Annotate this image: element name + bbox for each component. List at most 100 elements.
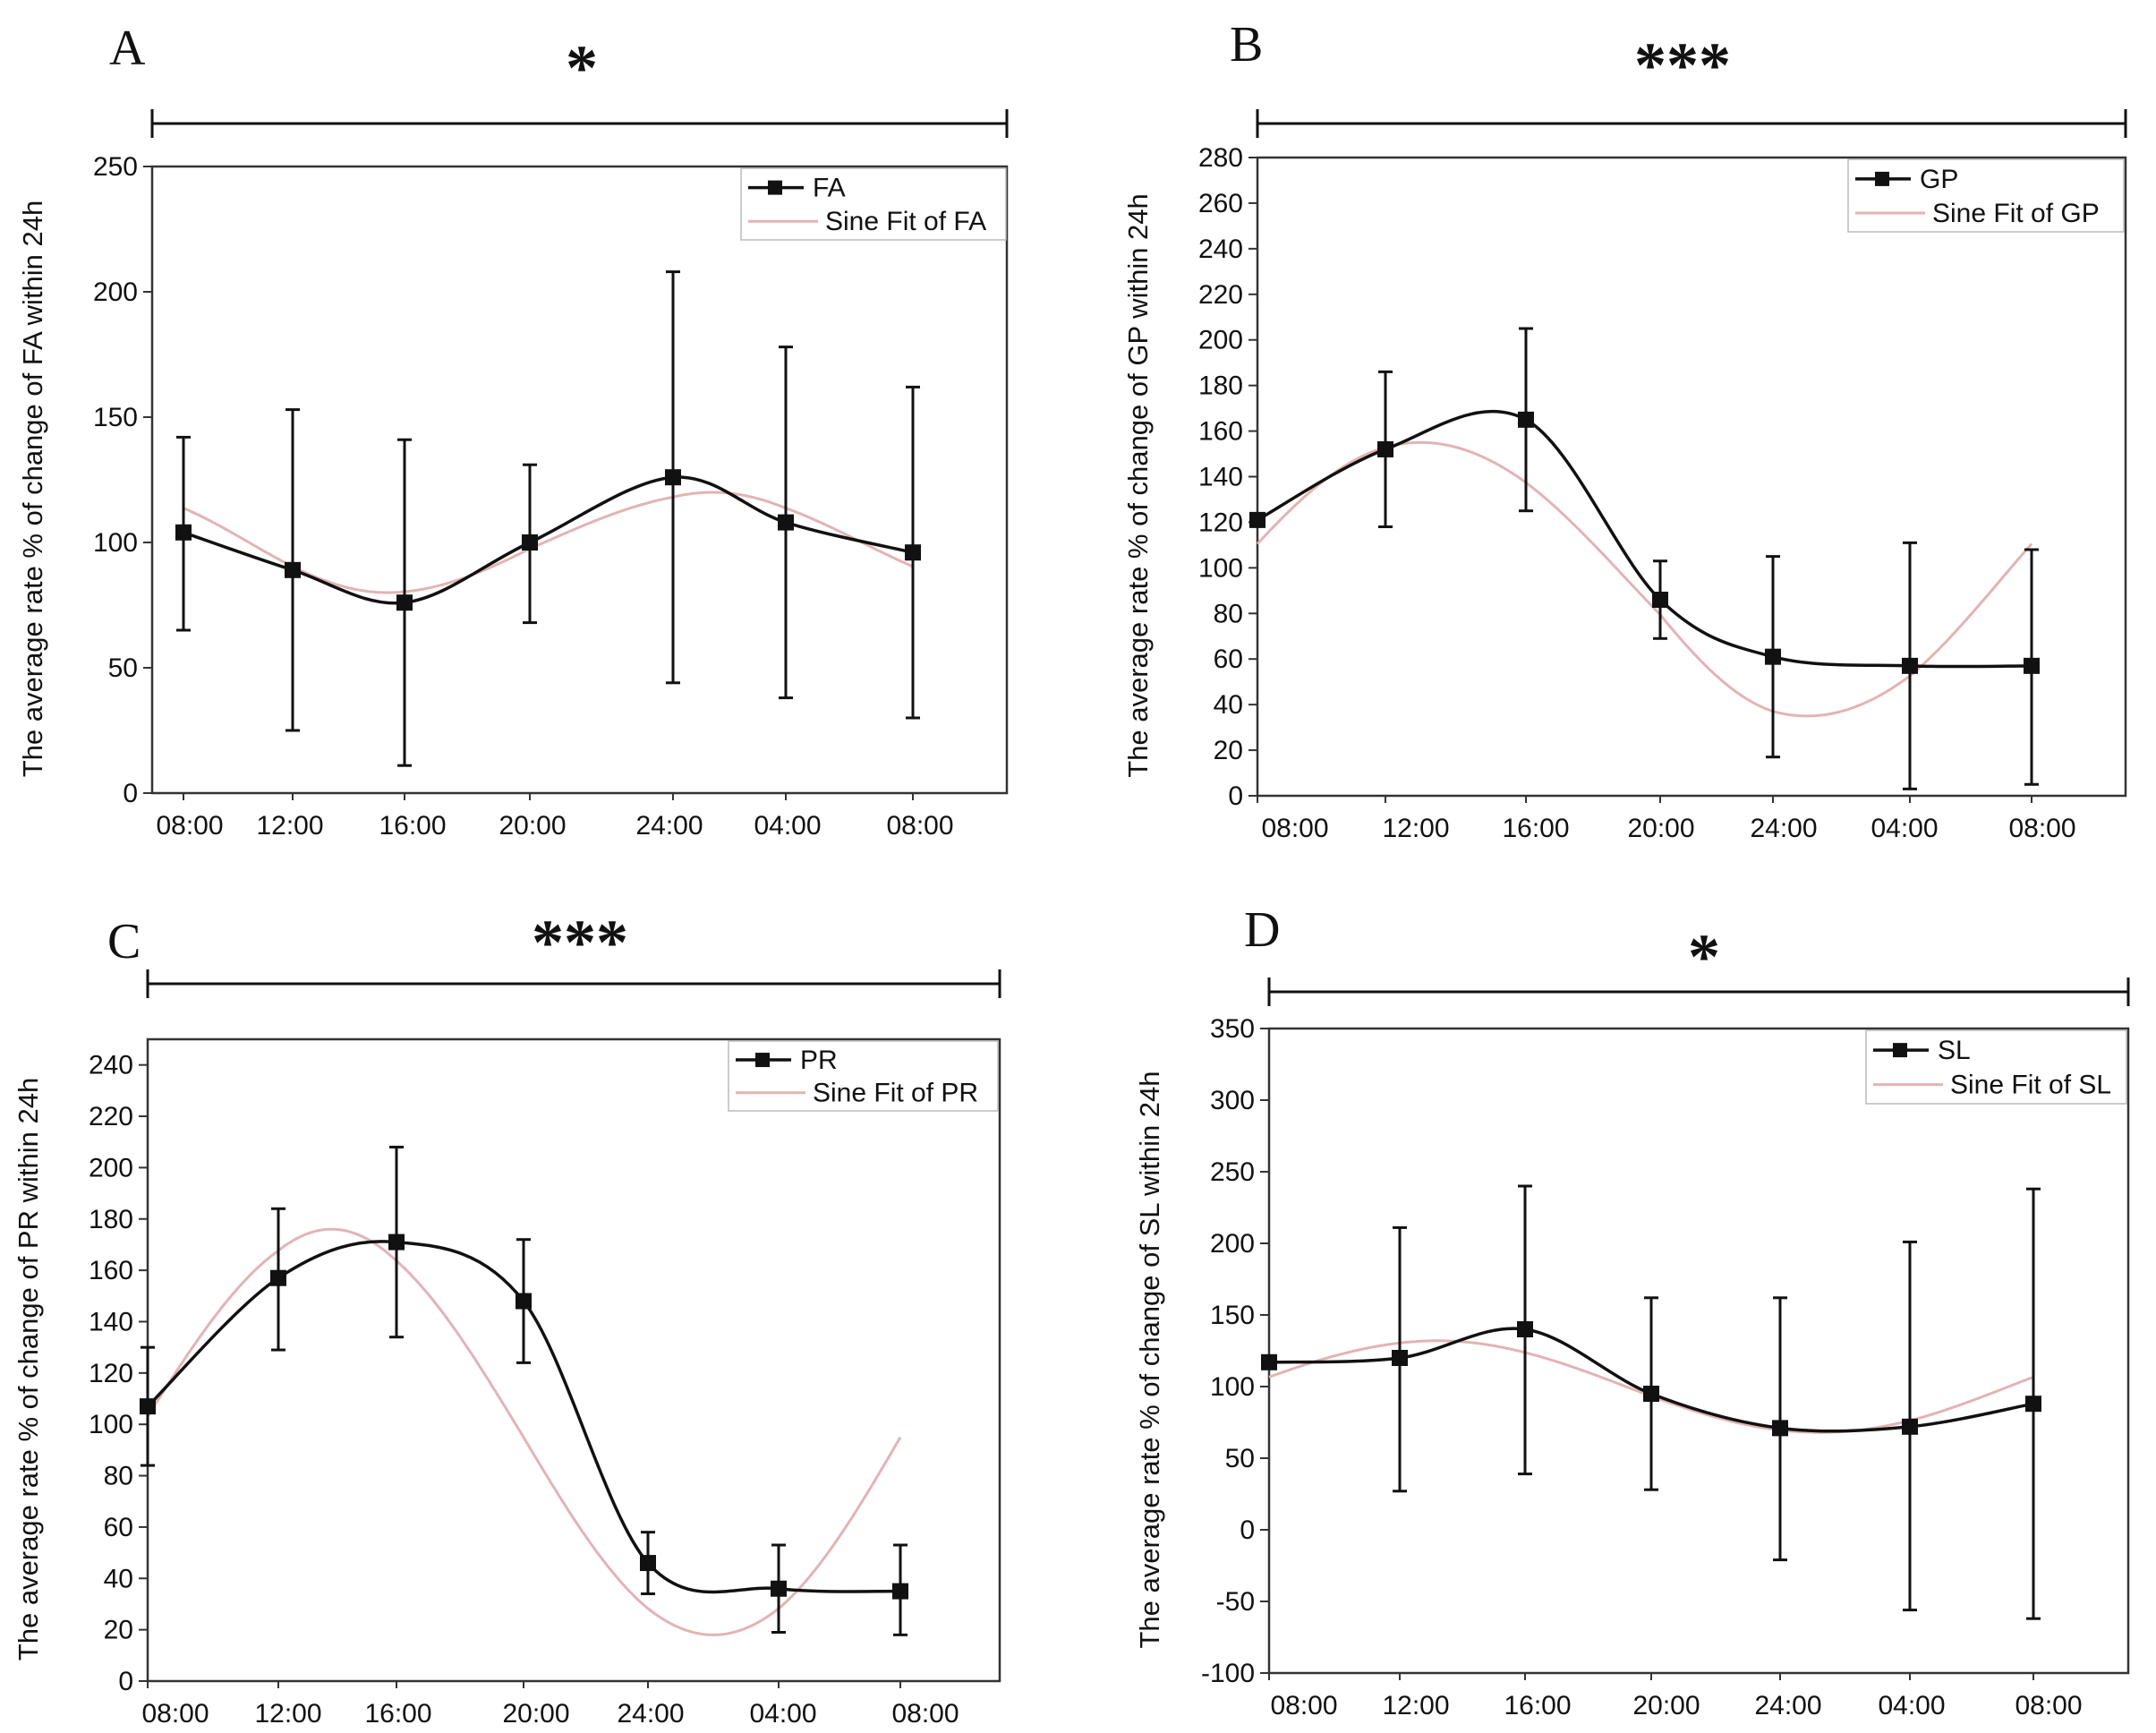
y-tick-label: 0 — [1228, 781, 1243, 811]
plot-frame — [1267, 1027, 2130, 1675]
y-tick-label: 0 — [1240, 1515, 1255, 1545]
y-tick-label: 350 — [1210, 1014, 1255, 1044]
y-tick-label: 160 — [89, 1256, 133, 1285]
y-tick-label: 150 — [1210, 1301, 1255, 1330]
y-tick-label: 50 — [1225, 1444, 1255, 1473]
y-tick-label: 20 — [1214, 736, 1243, 765]
y-tick-label: 80 — [1214, 599, 1243, 628]
x-tick-label: 12:00 — [256, 811, 323, 841]
y-tick-label: 40 — [1214, 690, 1243, 720]
data-point — [905, 544, 921, 561]
panel-letter: B — [1230, 17, 1263, 73]
data-point — [1249, 511, 1265, 528]
legend-label-series: PR — [800, 1046, 838, 1075]
x-tick-label: 20:00 — [1632, 1691, 1700, 1720]
x-tick-label: 24:00 — [617, 1699, 684, 1729]
data-point — [1392, 1350, 1408, 1366]
legend-box — [740, 167, 1007, 241]
data-point — [175, 524, 192, 541]
y-tick-label: 0 — [123, 779, 138, 808]
data-point — [1643, 1386, 1659, 1402]
y-tick-label: 220 — [1198, 280, 1243, 310]
y-tick-label: 200 — [89, 1153, 133, 1182]
y-tick-label: 140 — [1198, 463, 1243, 492]
data-point — [522, 534, 538, 551]
data-point — [640, 1555, 656, 1572]
y-axis-label: The average rate % of change of PR withi… — [13, 1078, 44, 1660]
chart-panel-d: D * -100 -50 0 50 100 150 200 250 300 350 08:00 12:00… — [1134, 902, 2130, 1720]
x-tick-label: 08:00 — [891, 1699, 959, 1729]
x-tick-label: 12:00 — [1382, 1691, 1449, 1720]
y-tick-label: 200 — [93, 277, 138, 307]
data-point — [771, 1580, 787, 1597]
y-tick-label: 40 — [104, 1564, 133, 1593]
y-tick-label: 120 — [1198, 508, 1243, 537]
y-tick-label: 100 — [93, 528, 138, 558]
y-tick-label: 220 — [89, 1102, 133, 1131]
y-tick-label: 100 — [1210, 1372, 1255, 1402]
x-tick-label: 04:00 — [749, 1699, 816, 1729]
x-tick-label: 16:00 — [364, 1699, 431, 1729]
y-tick-label: 150 — [93, 403, 138, 432]
y-tick-label: 240 — [1198, 235, 1243, 264]
x-tick-label: 04:00 — [1878, 1691, 1945, 1720]
significance-marker: *** — [1634, 30, 1731, 101]
legend-box — [1847, 158, 2125, 233]
panel-letter: D — [1244, 902, 1280, 958]
plot-frame — [146, 1037, 1001, 1683]
x-tick-label: 24:00 — [1754, 1691, 1821, 1720]
data-point — [1517, 1321, 1533, 1337]
y-tick-label: -100 — [1201, 1659, 1255, 1688]
legend-label-fit: Sine Fit of GP — [1932, 199, 2100, 228]
data-point — [892, 1583, 908, 1600]
legend-label-fit: Sine Fit of PR — [813, 1079, 978, 1108]
y-tick-label: 160 — [1198, 417, 1243, 447]
data-point — [1652, 592, 1668, 609]
y-tick-label: 300 — [1210, 1086, 1255, 1115]
y-tick-label: 200 — [1210, 1229, 1255, 1259]
y-tick-label: 50 — [108, 653, 138, 683]
significance-marker: *** — [532, 907, 628, 978]
data-point — [778, 514, 794, 531]
legend-label-series: SL — [1938, 1036, 1971, 1065]
x-tick-label: 04:00 — [754, 811, 821, 841]
data-point — [285, 561, 301, 578]
y-tick-label: 250 — [93, 152, 138, 182]
x-tick-label: 20:00 — [1627, 814, 1694, 843]
y-tick-label: 140 — [89, 1307, 133, 1336]
legend-label-series: GP — [1920, 165, 1958, 194]
y-tick-label: 200 — [1198, 326, 1243, 355]
y-tick-label: 80 — [104, 1462, 133, 1491]
x-tick-label: 08:00 — [2015, 1691, 2082, 1720]
y-tick-label: 0 — [118, 1667, 133, 1696]
data-point — [388, 1234, 405, 1251]
legend-label-fit: Sine Fit of FA — [825, 207, 986, 236]
x-tick-label: 08:00 — [141, 1699, 209, 1729]
data-point — [1261, 1353, 1277, 1370]
y-tick-label: 100 — [1198, 553, 1243, 583]
data-point — [270, 1269, 286, 1286]
y-tick-label: 60 — [1214, 645, 1243, 674]
data-point — [140, 1398, 156, 1415]
legend-marker-series — [755, 1053, 770, 1068]
y-tick-label: 120 — [89, 1359, 133, 1388]
panel-letter: C — [107, 914, 141, 969]
panel-letter: A — [109, 21, 146, 76]
plot-frame — [1256, 156, 2127, 798]
x-tick-label: 08:00 — [886, 811, 953, 841]
data-point — [1377, 440, 1393, 457]
data-point — [665, 469, 681, 486]
x-tick-label: 24:00 — [635, 811, 703, 841]
data-point — [396, 594, 413, 611]
y-tick-label: 180 — [1198, 371, 1243, 401]
legend-box — [728, 1040, 999, 1112]
y-tick-label: 60 — [104, 1513, 133, 1542]
x-tick-label: 16:00 — [1502, 814, 1569, 843]
data-point — [516, 1293, 532, 1310]
x-tick-label: 08:00 — [1261, 814, 1328, 843]
legend-marker-series — [1875, 171, 1889, 186]
data-point — [2025, 1396, 2041, 1413]
data-point — [1518, 411, 1534, 428]
data-point — [2024, 657, 2040, 674]
y-tick-label: 280 — [1198, 143, 1243, 173]
